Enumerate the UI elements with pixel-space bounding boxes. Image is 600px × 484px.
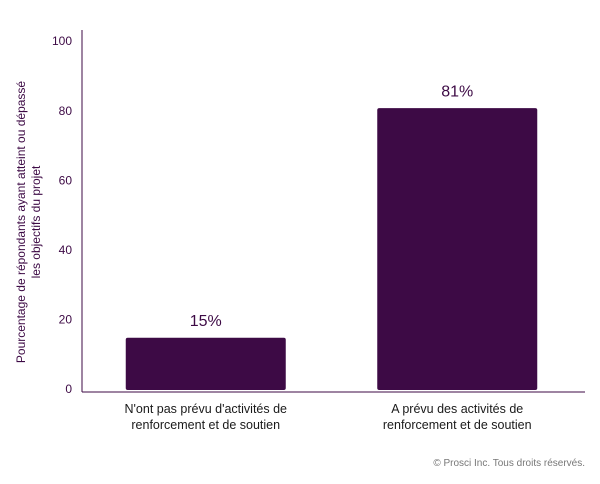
x-tick-label: A prévu des activités de renforcement et…	[382, 402, 532, 432]
value-label: 81%	[441, 83, 473, 100]
y-tick-label: 40	[59, 243, 73, 257]
bar	[125, 337, 286, 390]
y-axis-label: Pourcentage de répondants ayant atteint …	[14, 80, 43, 364]
y-tick-label: 20	[59, 313, 73, 327]
y-tick-label: 0	[65, 382, 72, 396]
y-tick-label: 80	[59, 104, 73, 118]
footer: © Prosci Inc. Tous droits réservés.	[433, 458, 585, 469]
y-tick-label: 100	[52, 34, 72, 48]
x-tick-label: N'ont pas prévu d'activités de renforcem…	[124, 402, 288, 432]
value-label: 15%	[190, 313, 222, 330]
bar	[377, 108, 538, 391]
y-tick-label: 60	[59, 173, 73, 187]
